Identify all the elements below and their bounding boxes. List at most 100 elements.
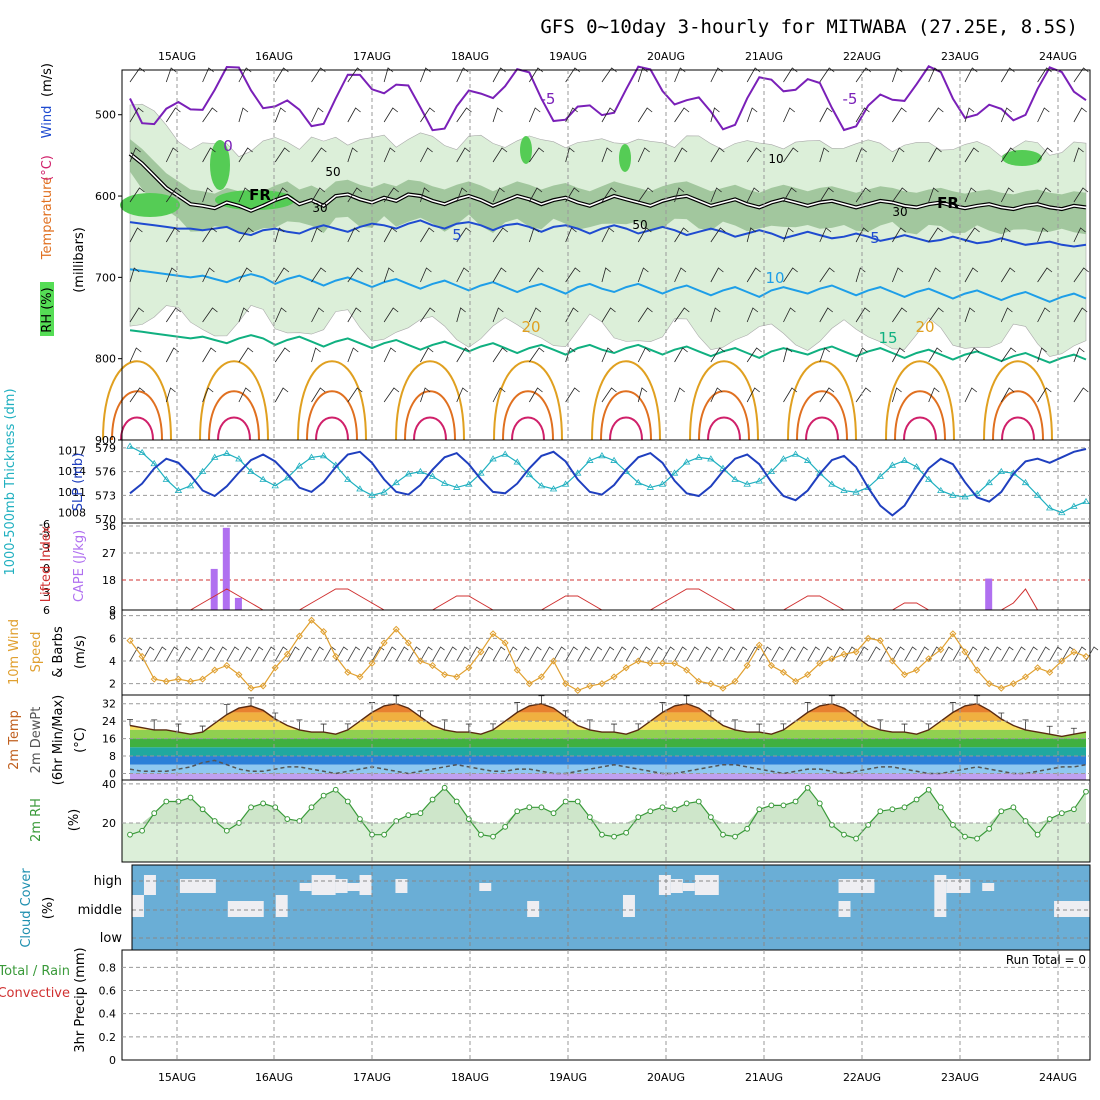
- thickness-point-14: [295, 462, 304, 469]
- wind-barb-2-39: [601, 147, 613, 163]
- cloud-mid-7: [1054, 901, 1090, 917]
- wind-point-41: [622, 664, 630, 672]
- wind-barb-6-54: [783, 307, 796, 323]
- wind-point-45: [671, 659, 679, 667]
- wind-panel: 2 4 6 8 10m Wind Speed & Barbs (m/s): [7, 609, 1099, 696]
- thickness-point-63: [888, 461, 897, 468]
- sfc-barb-51: [746, 646, 760, 662]
- wind-point-48: [707, 680, 715, 688]
- warm-lobe-3-1: [404, 390, 456, 441]
- wind-tick-1: 4: [109, 655, 116, 668]
- wind-barb-0-6: [202, 67, 215, 83]
- thickness-point-33: [525, 471, 534, 478]
- contour-15c: [129, 329, 1087, 364]
- minmax-bar-54: [780, 723, 787, 730]
- wind-barb-1-54: [783, 107, 796, 123]
- sfc-barb-12: [274, 646, 288, 662]
- slp-tick-1: 1011: [58, 486, 86, 499]
- sfc-barb-38: [589, 646, 603, 662]
- rh-blob-4: [619, 144, 631, 172]
- wind-point-76: [1046, 668, 1054, 676]
- rh-point-1: [139, 827, 146, 834]
- wind-barb-1-12: [274, 107, 286, 123]
- wind-barb-1-48: [710, 107, 720, 123]
- wind-point-29: [477, 648, 485, 656]
- sfc-barb-27: [456, 646, 469, 662]
- wind-point-32: [513, 666, 521, 674]
- wind-point-63: [888, 657, 896, 665]
- wind-barb-3-57: [819, 187, 834, 203]
- wind-barb-0-39: [601, 67, 617, 83]
- rh-point-56: [804, 784, 811, 791]
- thickness-point-2: [150, 459, 158, 467]
- minmax-bar-72: [998, 712, 1005, 719]
- contour-label-11: 50: [325, 165, 340, 179]
- sfc-barb-33: [528, 646, 542, 662]
- wind-barb-5-24: [420, 267, 432, 283]
- wind-barb-6-48: [710, 307, 721, 323]
- rh-point-45: [671, 806, 678, 813]
- wind-point-59: [840, 650, 848, 658]
- wind-barb-2-0: [129, 147, 141, 163]
- slp-tick-2: 1014: [58, 465, 86, 478]
- rh-point-19: [357, 816, 363, 822]
- sfc-barb-64: [904, 646, 917, 662]
- wind-barb-7-18: [347, 347, 359, 363]
- wind-point-24: [416, 657, 424, 665]
- wind-barb-3-30: [492, 187, 505, 203]
- precip-tick-3: 0.6: [99, 985, 117, 998]
- wind-barb-2-69: [964, 147, 979, 163]
- rh-point-62: [877, 808, 884, 815]
- li-tick-3: -3: [39, 542, 50, 555]
- wind-barb-3-42: [637, 187, 654, 203]
- wind-barb-1-15: [311, 107, 324, 123]
- rh-point-15: [308, 804, 315, 811]
- wind-barb-7-72: [1000, 347, 1017, 363]
- rh-point-8: [223, 827, 230, 834]
- wind-barb-6-30: [492, 307, 504, 323]
- wind-barb-1-36: [565, 107, 578, 123]
- wind-point-62: [876, 637, 884, 645]
- top-date-0: 15AUG: [158, 50, 196, 63]
- warm-lobe-8-1: [894, 390, 946, 441]
- rh-point-13: [284, 816, 291, 822]
- wind-barb-1-27: [456, 107, 472, 123]
- rh-point-75: [1034, 831, 1041, 838]
- wind-barb-2-48: [710, 147, 725, 163]
- wind-barb-0-42: [637, 67, 648, 83]
- rh-point-59: [841, 831, 847, 838]
- wind-barb-4-33: [528, 227, 540, 243]
- wind-barb-5-57: [819, 267, 835, 283]
- upper-tick-label-4: 900: [95, 434, 116, 447]
- sfc-barb-49: [722, 646, 736, 662]
- wind-point-67: [937, 646, 945, 654]
- rh-point-18: [344, 798, 351, 805]
- wind-barb-5-63: [892, 267, 904, 283]
- rh-point-30: [490, 833, 496, 840]
- sfc-barb-8: [226, 646, 240, 662]
- rh-point-44: [659, 804, 666, 811]
- wind-barb-1-72: [1000, 107, 1012, 123]
- contour-label-5: 5: [452, 226, 462, 244]
- wind-barb-1-60: [855, 107, 870, 123]
- cloud-mid-0: [132, 895, 144, 917]
- wind-barb-3-15: [311, 187, 326, 203]
- minmax-bar-70: [974, 695, 981, 704]
- thickness-point-64: [900, 456, 909, 463]
- wind-point-31: [501, 639, 509, 647]
- temp-band-8: [130, 764, 1086, 774]
- warm-lobe-4-0: [493, 360, 563, 441]
- rh-point-47: [695, 798, 702, 805]
- wind-barb-5-78: [1073, 267, 1089, 283]
- wind-point-2: [150, 675, 158, 683]
- wind-point-9: [235, 671, 243, 679]
- thickness-point-12: [271, 482, 279, 489]
- wind-barb-4-30: [492, 227, 509, 243]
- warm-lobe-7-1: [796, 390, 848, 441]
- ylabel-speed: Speed: [29, 632, 44, 673]
- wind-barb-4-75: [1037, 227, 1049, 243]
- wind-barb-0-69: [964, 67, 978, 83]
- wind-point-22: [392, 625, 400, 633]
- wind-barb-0-0: [129, 67, 146, 83]
- bottom-date-labels: 15AUG 16AUG 17AUG 18AUG 19AUG 20AUG 21AUG 22AUG…: [158, 1071, 1077, 1084]
